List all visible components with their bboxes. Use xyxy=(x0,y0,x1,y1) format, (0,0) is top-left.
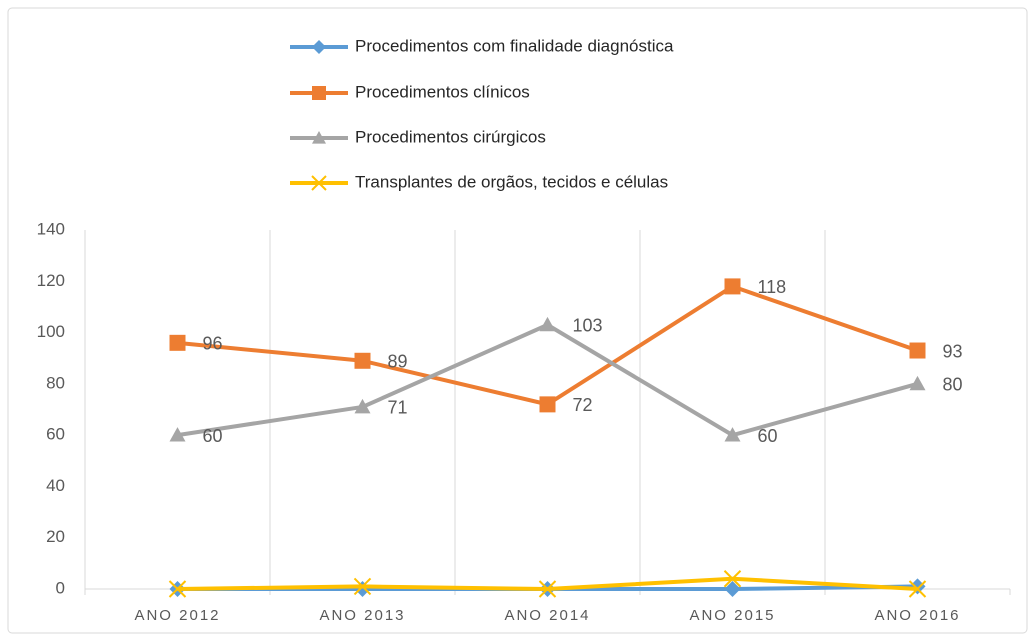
legend-marker xyxy=(312,40,326,54)
data-label: 103 xyxy=(573,316,603,336)
data-label: 60 xyxy=(758,426,778,446)
y-tick-label: 140 xyxy=(37,219,65,238)
data-point xyxy=(353,577,372,596)
data-point xyxy=(169,334,186,351)
data-point xyxy=(909,342,926,359)
data-point xyxy=(724,427,741,442)
data-point xyxy=(354,398,371,414)
data-label: 72 xyxy=(573,395,593,415)
x-tick-label: ANO 2015 xyxy=(689,607,775,624)
legend-label: Transplantes de orgãos, tecidos e célula… xyxy=(355,172,668,191)
y-tick-label: 80 xyxy=(46,373,65,392)
data-label: 96 xyxy=(203,334,223,354)
y-tick-label: 40 xyxy=(46,476,65,495)
x-tick-label: ANO 2012 xyxy=(134,607,220,624)
data-point xyxy=(909,375,926,391)
data-point xyxy=(908,580,927,598)
legend-marker xyxy=(312,86,326,100)
data-point xyxy=(538,580,557,598)
data-point xyxy=(354,352,371,369)
y-tick-label: 100 xyxy=(37,322,65,341)
data-point xyxy=(724,278,741,295)
legend-label: Procedimentos cirúrgicos xyxy=(355,127,546,146)
x-tick-label: ANO 2013 xyxy=(319,607,405,624)
data-label: 89 xyxy=(388,352,408,372)
y-tick-label: 120 xyxy=(37,271,65,290)
data-label: 118 xyxy=(758,277,787,297)
data-label: 80 xyxy=(943,375,963,395)
legend-marker xyxy=(312,131,326,144)
legend-marker xyxy=(311,175,327,191)
chart-border xyxy=(7,7,1028,634)
y-tick-label: 20 xyxy=(46,527,65,546)
data-point xyxy=(168,580,187,598)
y-tick-label: 0 xyxy=(56,578,65,597)
x-tick-label: ANO 2014 xyxy=(504,607,590,624)
legend-label: Procedimentos clínicos xyxy=(355,82,530,101)
data-label: 71 xyxy=(388,398,408,418)
data-label: 93 xyxy=(943,341,963,361)
data-point xyxy=(169,427,186,442)
data-point xyxy=(539,396,556,413)
data-label: 60 xyxy=(203,426,223,446)
legend-label: Procedimentos com finalidade diagnóstica xyxy=(355,36,674,55)
y-tick-label: 60 xyxy=(46,425,65,444)
data-point xyxy=(724,581,741,597)
x-tick-label: ANO 2016 xyxy=(874,607,960,624)
data-point xyxy=(539,316,556,332)
data-point xyxy=(723,570,742,588)
